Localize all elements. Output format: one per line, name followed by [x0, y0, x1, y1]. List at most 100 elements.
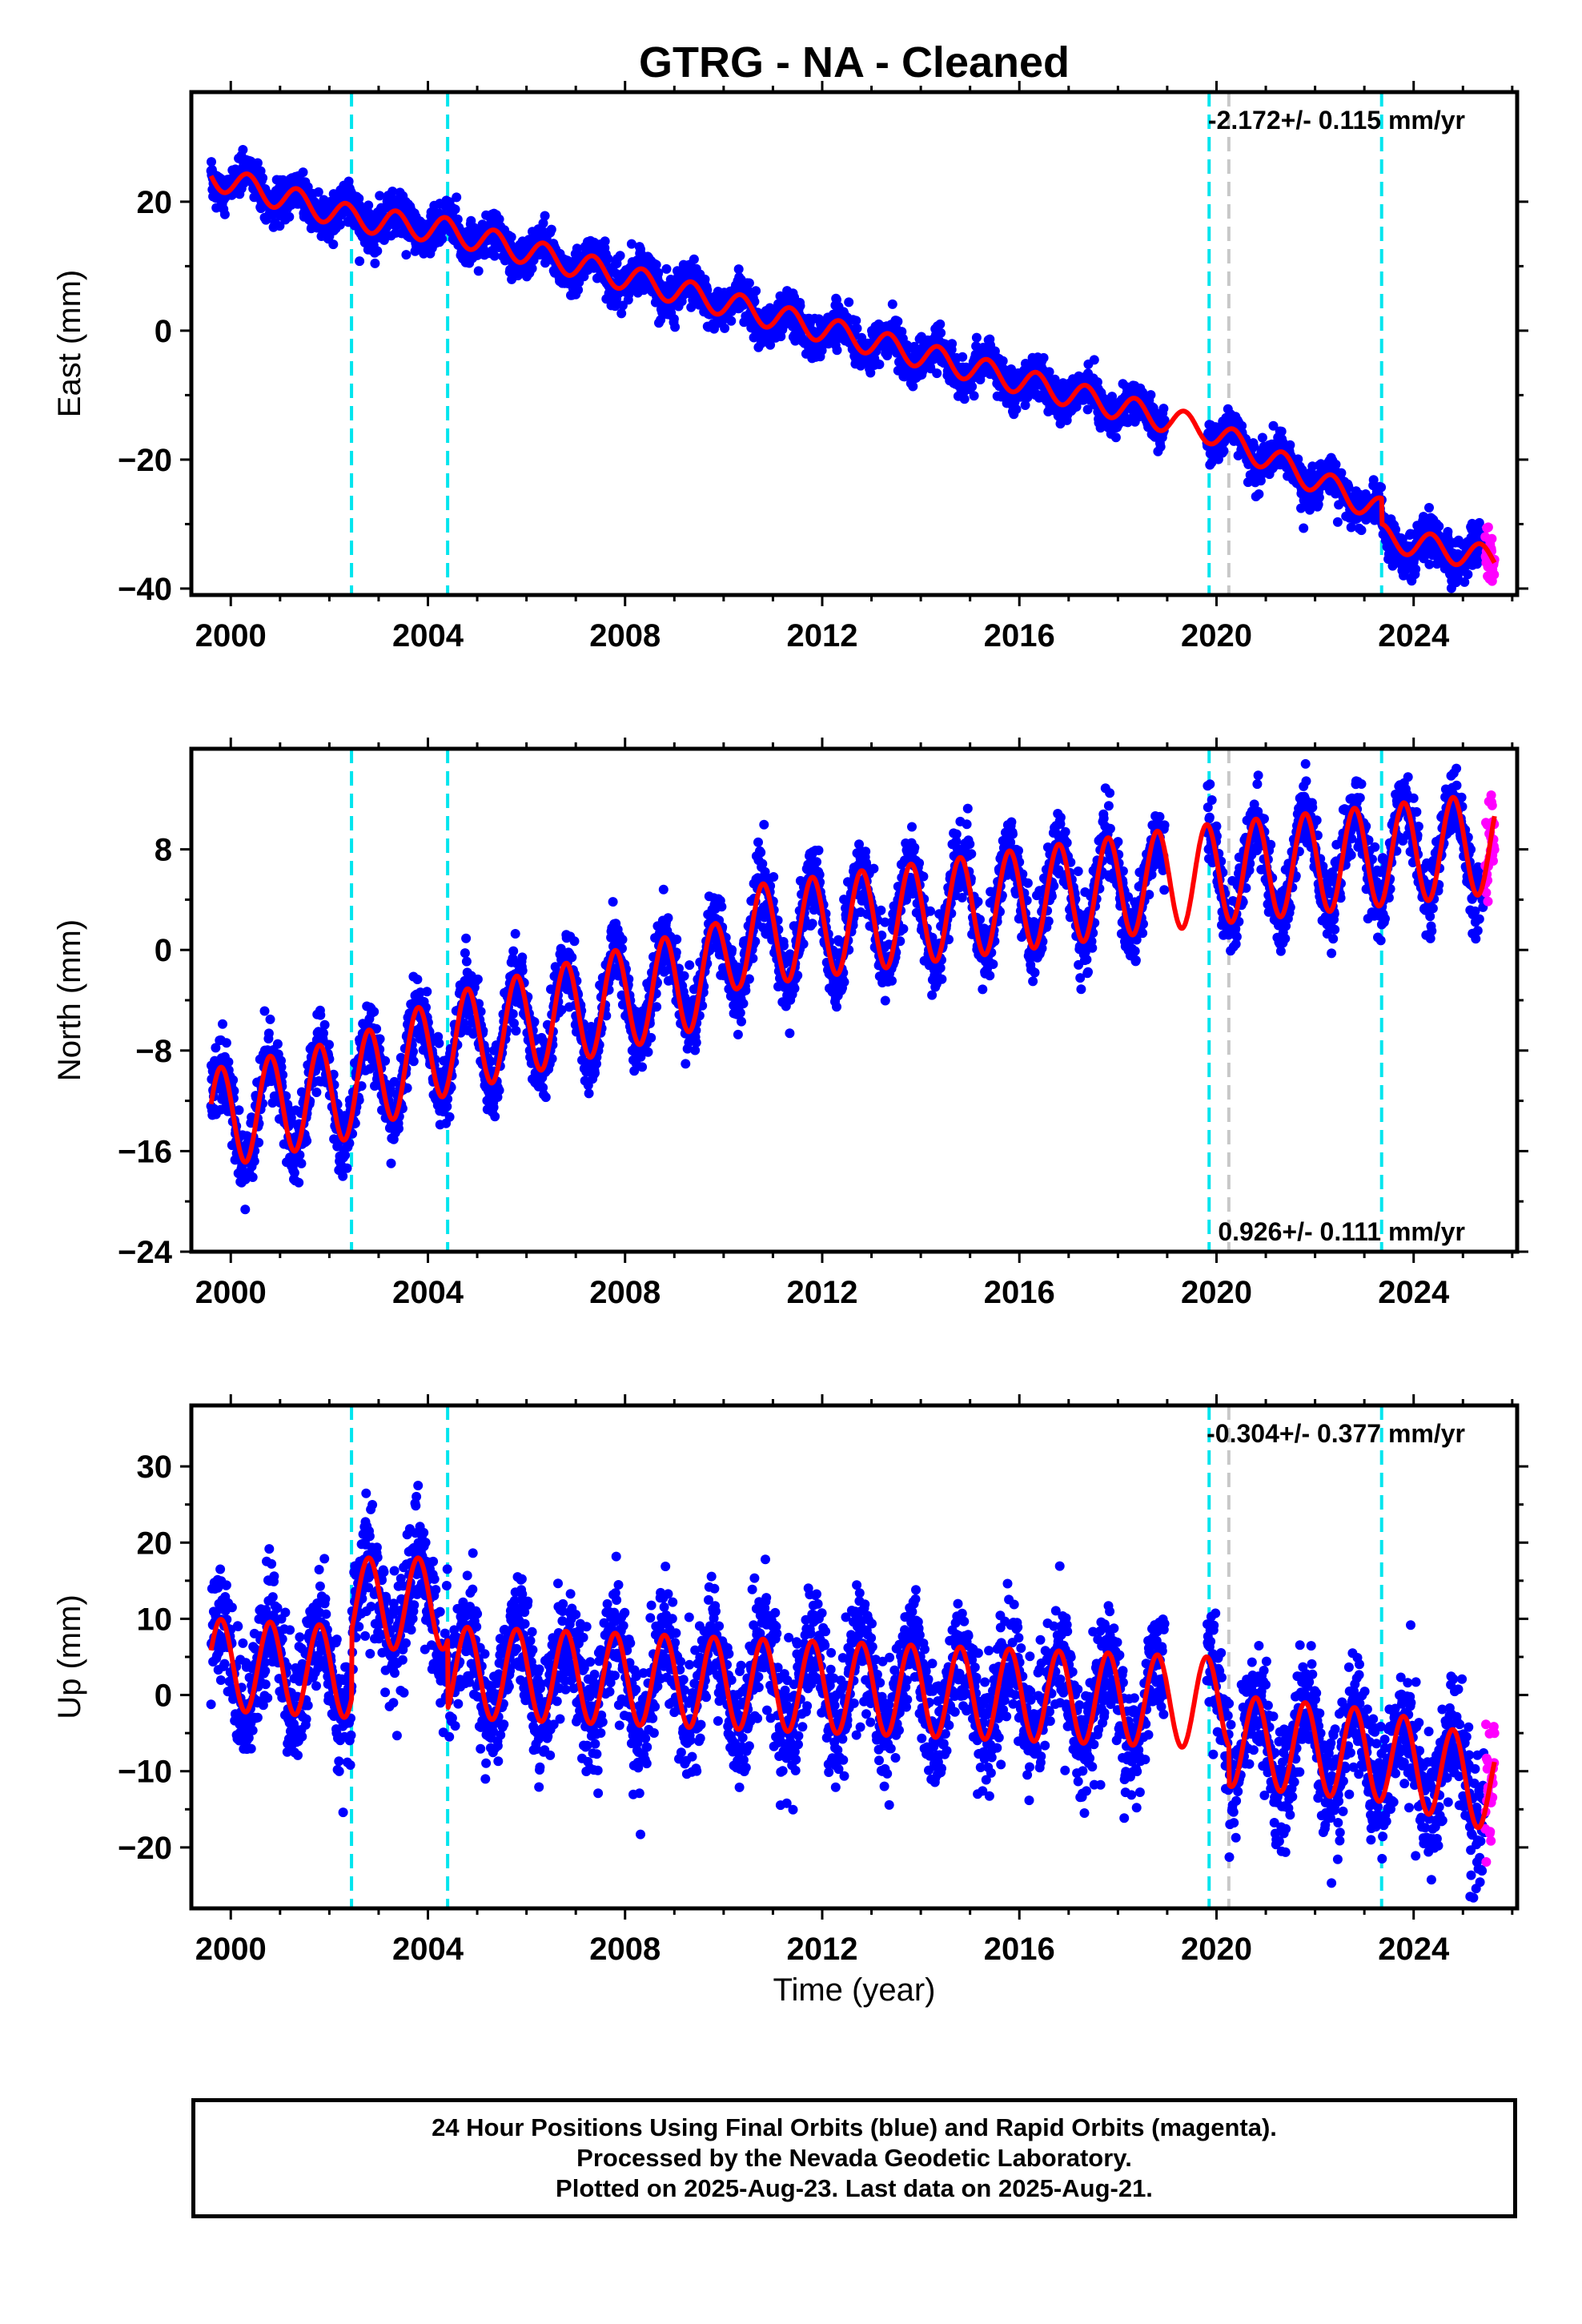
- north-data-point: [302, 1136, 312, 1146]
- east-data-point: [1110, 432, 1121, 443]
- east-data-point: [473, 266, 484, 276]
- east-data-point: [852, 324, 862, 334]
- east-data-point: [335, 219, 345, 230]
- east-data-point: [1254, 489, 1264, 499]
- north-data-point: [569, 936, 580, 947]
- east-x-tick-label: 2004: [392, 618, 464, 653]
- east-data-point: [1463, 569, 1473, 580]
- east-data-point: [546, 224, 556, 235]
- north-data-point: [221, 1038, 231, 1048]
- east-data-point: [452, 192, 462, 203]
- north-data-point: [380, 1055, 391, 1066]
- north-data-point: [340, 1150, 351, 1160]
- east-data-point: [720, 323, 730, 333]
- east-data-point: [372, 246, 383, 256]
- east-data-point: [600, 236, 610, 247]
- east-x-tick-label: 2016: [984, 618, 1055, 653]
- east-data-point: [1257, 432, 1267, 443]
- east-data-point: [1038, 352, 1049, 363]
- east-data-point: [1336, 468, 1347, 478]
- east-data-point: [1158, 404, 1169, 414]
- north-data-point: [488, 1102, 499, 1112]
- east-data-point: [1219, 446, 1229, 456]
- east-data-point: [1146, 390, 1156, 400]
- east-x-tick-label: 2012: [786, 618, 857, 653]
- east-data-point: [355, 256, 365, 267]
- east-data-point: [1434, 521, 1444, 532]
- east-data-point: [275, 221, 285, 231]
- north-data-point: [567, 952, 577, 963]
- east-data-point: [452, 214, 463, 224]
- east-data-point: [437, 234, 448, 244]
- east-data-point: [998, 356, 1008, 366]
- east-data-point: [1424, 503, 1434, 513]
- north-data-point: [460, 948, 470, 959]
- east-x-tick-label: 2024: [1378, 618, 1450, 653]
- north-data-point: [311, 1088, 322, 1097]
- east-data-point: [935, 319, 946, 329]
- figure-title: GTRG - NA - Cleaned: [639, 38, 1070, 86]
- east-data-point: [1356, 525, 1367, 536]
- east-data-point: [363, 200, 374, 211]
- north-data-point: [369, 1007, 379, 1017]
- east-data-point: [969, 391, 979, 401]
- north-data-point: [444, 1112, 455, 1122]
- north-data-point: [461, 956, 472, 967]
- north-data-point: [517, 966, 528, 975]
- east-data-point: [726, 316, 737, 326]
- east-event-lines: [350, 92, 1383, 595]
- east-data-point: [887, 299, 897, 309]
- north-data-point: [247, 1172, 258, 1182]
- east-data-point: [313, 187, 323, 197]
- north-data-point: [412, 975, 423, 984]
- north-data-point: [490, 1112, 500, 1122]
- east-y-axis-label: East (mm): [52, 270, 87, 417]
- east-y-tick-label: −40: [118, 572, 172, 607]
- east-data-point: [670, 322, 681, 332]
- east-data-point: [1332, 517, 1343, 527]
- north-data-point: [342, 1163, 352, 1173]
- east-data-point: [751, 286, 761, 296]
- north-data-point: [296, 1158, 307, 1168]
- east-data-point: [832, 345, 842, 356]
- east-data-point: [958, 352, 968, 362]
- east-data-point: [947, 339, 958, 349]
- east-rapid-point: [1489, 569, 1500, 580]
- north-data-point: [240, 1204, 251, 1215]
- east-rate-label: -2.172+/- 0.115 mm/yr: [1208, 106, 1465, 135]
- north-data-point: [218, 1019, 227, 1029]
- east-x-tick-label: 2000: [195, 618, 267, 653]
- panel-north: 2000 2004 2008 2012 2016 2020 2024 −24−16−808 …: [52, 738, 1528, 1310]
- east-data-point: [494, 214, 504, 224]
- east-y-tick-label: −20: [118, 443, 172, 478]
- north-data-point: [408, 1056, 419, 1067]
- east-data-point: [1411, 564, 1421, 574]
- north-data-point: [265, 1014, 275, 1024]
- east-data-point: [387, 187, 398, 196]
- east-data-point: [328, 239, 339, 250]
- east-data-point: [298, 167, 308, 178]
- east-data-point: [967, 381, 978, 392]
- north-data-point: [294, 1177, 304, 1188]
- north-data-point: [234, 1105, 244, 1116]
- north-data-point: [472, 974, 483, 984]
- north-data-point: [508, 1009, 518, 1019]
- east-data-point: [615, 251, 625, 261]
- east-data-point: [971, 332, 982, 343]
- north-data-point: [508, 946, 519, 956]
- east-data-point: [959, 394, 970, 404]
- north-data-point: [272, 1039, 283, 1049]
- east-data-point: [207, 157, 216, 167]
- east-data-point: [258, 173, 268, 183]
- east-data-point: [1155, 441, 1166, 452]
- east-data-point: [1011, 404, 1022, 415]
- north-data-point: [434, 1038, 444, 1048]
- north-data-point: [494, 1085, 504, 1096]
- north-data-point: [386, 1158, 396, 1168]
- east-data-point: [669, 314, 679, 324]
- east-data-point: [874, 360, 885, 369]
- north-data-point: [461, 933, 472, 943]
